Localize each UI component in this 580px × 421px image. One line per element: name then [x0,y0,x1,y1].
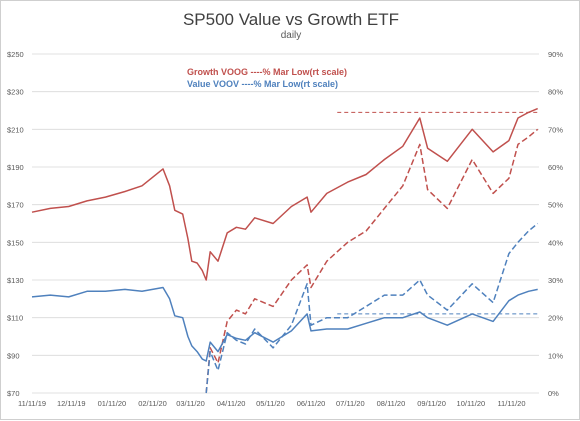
series-line [31,107,538,281]
x-tick-label: 01/11/20 [98,399,127,408]
y-right-tick-label: 70% [548,125,563,134]
series-line [205,128,539,394]
y-right-tick-label: 40% [548,238,563,247]
y-right-tick-label: 60% [548,163,563,172]
x-tick-label: 11/11/20 [497,399,525,408]
series-line [31,286,538,362]
x-tick-label: 04/11/20 [217,399,246,408]
y-left-tick-label: $70 [7,389,20,398]
x-tick-label: 06/11/20 [297,399,326,408]
y-right-tick-label: 50% [548,201,563,210]
x-tick-label: 03/11/20 [176,399,205,408]
right-axis-ticks: 0% 10% 20% 30% 40% 50% 60% 70% 80% 90% [548,50,563,398]
reference-lines [337,111,538,315]
y-left-tick-label: $190 [7,163,24,172]
x-tick-label: 09/11/20 [417,399,446,408]
y-left-tick-label: $210 [7,125,24,134]
gridlines [32,53,539,394]
x-tick-label: 07/11/20 [336,399,365,408]
x-tick-label: 08/11/20 [377,399,406,408]
y-right-tick-label: 10% [548,351,563,360]
y-right-tick-label: 80% [548,88,563,97]
left-axis-ticks: $70 $90 $110 $130 $150 $170 $190 $210 $230 $250 [7,50,24,398]
y-left-tick-label: $130 [7,276,24,285]
legend-value: Value VOOV ----% Mar Low(rt scale) [187,79,338,89]
x-tick-label: 12/11/19 [57,399,86,408]
y-left-tick-label: $170 [7,201,24,210]
y-left-tick-label: $110 [7,314,23,323]
x-axis-ticks: 11/11/19 12/11/19 01/11/20 02/11/20 03/11/20… [18,399,526,408]
y-right-tick-label: 0% [548,389,559,398]
y-left-tick-label: $90 [7,351,20,360]
x-tick-label: 11/11/19 [18,399,46,408]
x-tick-label: 10/11/20 [457,399,486,408]
series-lines [31,107,539,394]
x-tick-label: 05/11/20 [256,399,285,408]
y-left-tick-label: $250 [7,50,24,59]
y-right-tick-label: 90% [548,50,563,59]
chart-title: SP500 Value vs Growth ETF [183,10,399,29]
y-right-tick-label: 20% [548,314,563,323]
y-right-tick-label: 30% [548,276,563,285]
y-left-tick-label: $230 [7,88,24,97]
y-left-tick-label: $150 [7,238,24,247]
legend: Growth VOOG ----% Mar Low(rt scale) Valu… [187,67,347,89]
series-line [205,222,539,394]
legend-growth: Growth VOOG ----% Mar Low(rt scale) [187,67,347,77]
chart-subtitle: daily [281,30,302,41]
x-tick-label: 02/11/20 [138,399,167,408]
